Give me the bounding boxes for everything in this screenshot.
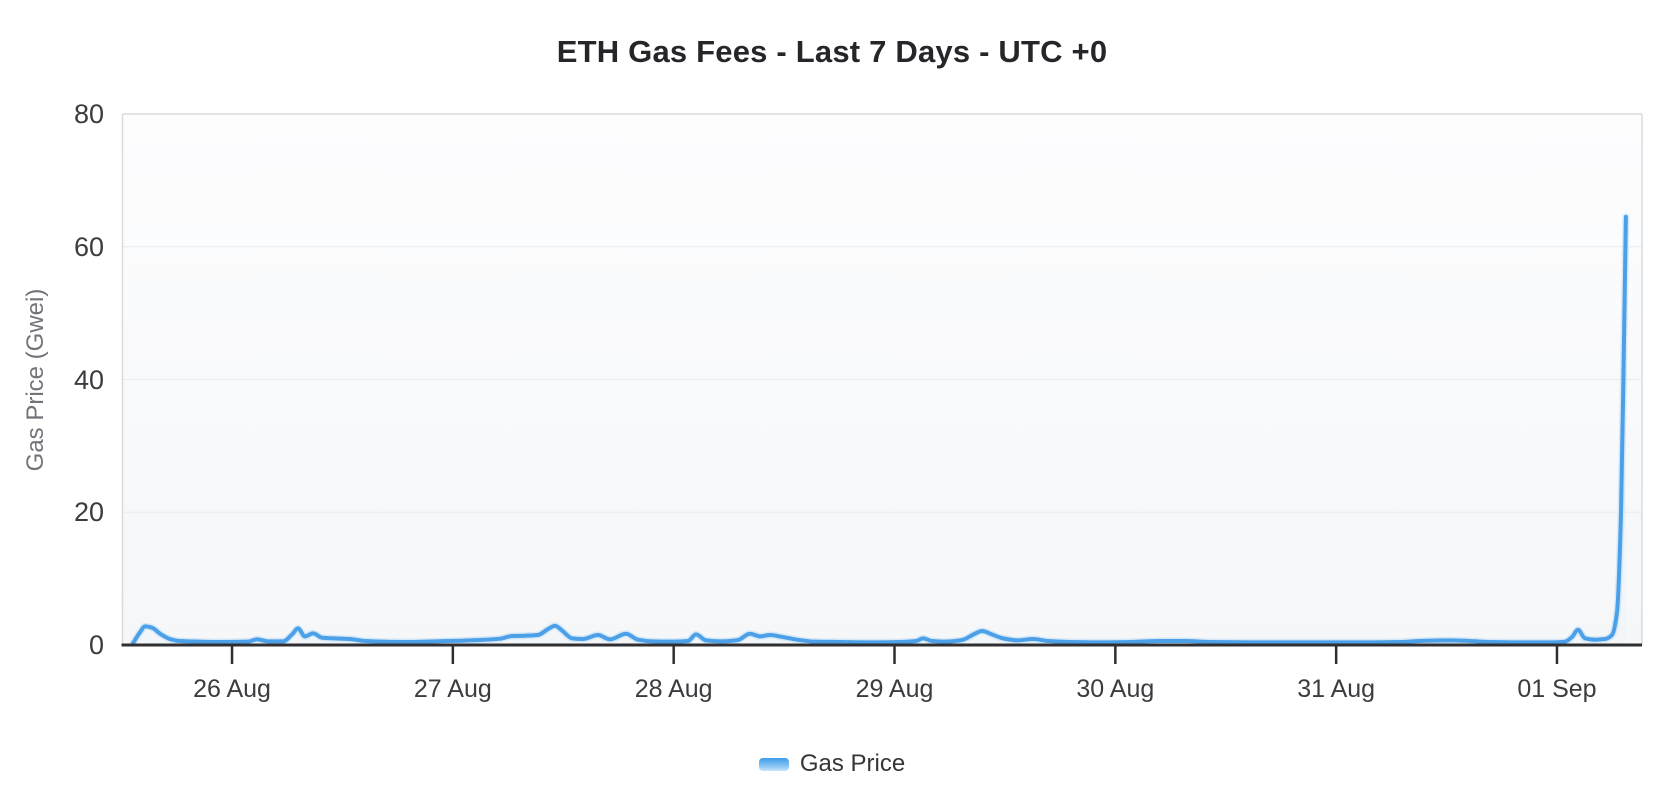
x-tick-label-01-sep: 01 Sep [1517,675,1597,703]
chart-title: ETH Gas Fees - Last 7 Days - UTC +0 [556,34,1108,69]
y-tick-label-40: 40 [73,364,104,395]
x-tick-label-29-aug: 29 Aug [855,675,934,703]
legend-label: Gas Price [799,750,906,777]
gas-price-line [131,214,1628,646]
legend-marker-icon [758,757,789,771]
y-tick-label-80: 80 [73,99,104,129]
x-tick-label-26-aug: 26 Aug [193,675,271,703]
x-tick-label-31-aug: 31 Aug [1297,675,1376,703]
legend-item-gas-price[interactable]: Gas Price [0,746,1664,782]
y-tick-label-20: 20 [73,497,104,528]
x-tick-label-30-aug: 30 Aug [1076,675,1155,703]
y-tick-label-0: 0 [88,630,104,660]
x-tick-label-27-aug: 27 Aug [413,675,492,703]
y-tick-label-60: 60 [73,231,104,262]
x-tick-label-28-aug: 28 Aug [634,675,713,703]
